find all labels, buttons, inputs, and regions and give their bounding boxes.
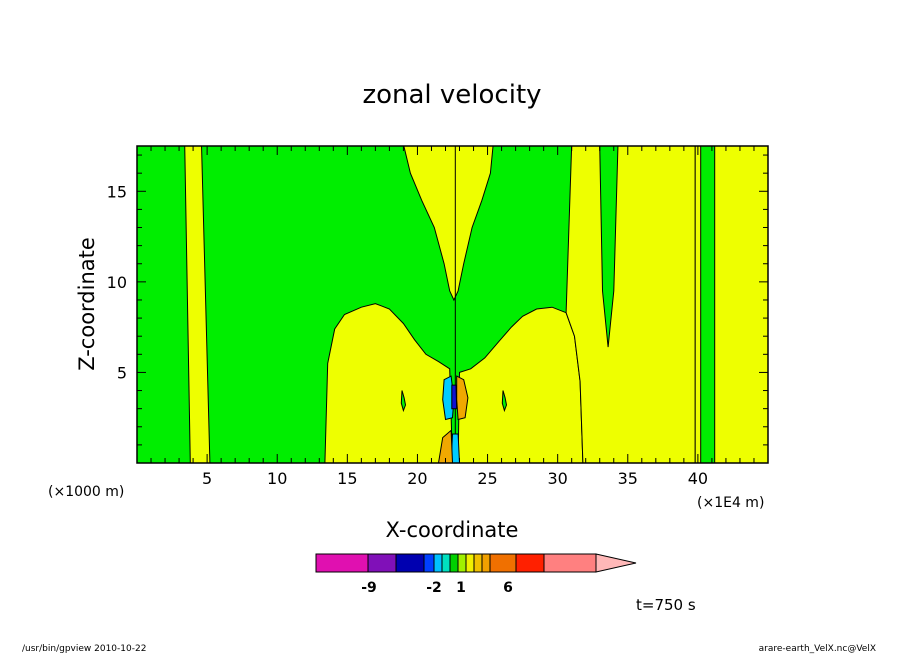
time-label: t=750 s bbox=[636, 596, 696, 614]
x-tick-label: 10 bbox=[267, 469, 287, 488]
colorbar-swatch bbox=[423, 553, 435, 573]
x-tick-label: 20 bbox=[407, 469, 427, 488]
x-unit-label: (×1000 m) bbox=[48, 484, 124, 500]
x-tick-label: 35 bbox=[618, 469, 638, 488]
plot-area bbox=[137, 146, 768, 463]
colorbar-swatch bbox=[489, 553, 517, 573]
x-scale-note: (×1E4 m) bbox=[697, 495, 764, 511]
colorbar-swatch bbox=[367, 553, 397, 573]
x-tick-label: 5 bbox=[202, 469, 212, 488]
x-tick-label: 15 bbox=[337, 469, 357, 488]
contour-tongue-left bbox=[324, 303, 454, 463]
footer-right: arare-earth_VelX.nc@VelX bbox=[759, 644, 876, 654]
contour-strip-left bbox=[184, 146, 211, 463]
colorbar bbox=[315, 553, 637, 573]
contour-core-cyan bbox=[442, 375, 455, 421]
contour-center-plume bbox=[403, 146, 494, 302]
colorbar-swatch bbox=[457, 553, 467, 573]
y-tick-label: 10 bbox=[107, 273, 127, 292]
colorbar-swatch bbox=[473, 553, 483, 573]
colorbar-swatch bbox=[441, 553, 451, 573]
colorbar-swatch bbox=[449, 553, 459, 573]
y-axis-label: Z-coordinate bbox=[75, 237, 99, 371]
colorbar-arrow bbox=[595, 553, 637, 573]
y-tick-label: 5 bbox=[117, 363, 127, 382]
y-tick-labels: 5 10 15 bbox=[107, 182, 127, 382]
colorbar-swatch bbox=[515, 553, 545, 573]
colorbar-swatch bbox=[433, 553, 443, 573]
contour-blip-left bbox=[400, 390, 407, 413]
contour-strip-right bbox=[694, 146, 702, 463]
x-tick-label: 40 bbox=[688, 469, 708, 488]
y-tick-label: 15 bbox=[107, 182, 127, 201]
axis-ticks bbox=[137, 146, 768, 463]
contour-core-blue bbox=[451, 384, 458, 410]
x-axis-label: X-coordinate bbox=[386, 518, 519, 542]
contour-lower-right bbox=[565, 146, 696, 463]
contour-blip-right bbox=[501, 390, 508, 413]
colorbar-swatch bbox=[395, 553, 425, 573]
colorbar-tick-label: -2 bbox=[426, 580, 442, 596]
x-tick-label: 30 bbox=[547, 469, 567, 488]
colorbar-swatch bbox=[465, 553, 475, 573]
contour-core-orange-bottom bbox=[437, 429, 454, 463]
colorbar-tick-label: 1 bbox=[456, 580, 466, 596]
colorbar-swatch bbox=[481, 553, 491, 573]
colorbar-tick-label: 6 bbox=[503, 580, 513, 596]
contour-lower-left bbox=[714, 146, 768, 463]
chart-title: zonal velocity bbox=[362, 80, 541, 110]
colorbar-swatch bbox=[543, 553, 597, 573]
x-tick-label: 25 bbox=[477, 469, 497, 488]
x-tick-labels: 5 10 15 20 25 30 35 40 bbox=[202, 469, 708, 488]
colorbar-labels: -9 -2 1 6 bbox=[361, 580, 513, 596]
footer-left: /usr/bin/gpview 2010-10-22 bbox=[22, 644, 146, 654]
colorbar-tick-label: -9 bbox=[361, 580, 377, 596]
plot-frame bbox=[136, 145, 769, 464]
colorbar-swatch bbox=[315, 553, 369, 573]
